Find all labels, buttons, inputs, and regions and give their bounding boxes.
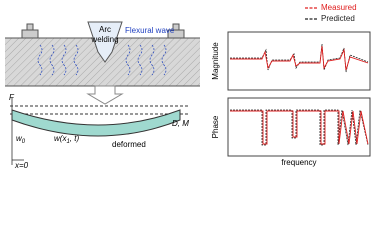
plot-frame (227, 97, 371, 157)
origin-label: x=0 (14, 161, 29, 170)
legend-label: Measured (321, 3, 357, 12)
welding-torch (87, 21, 123, 63)
arrow (86, 85, 124, 105)
measured-phase (230, 110, 369, 145)
sensor (167, 23, 185, 39)
arc-label: Arc (99, 25, 111, 34)
sensor (21, 23, 39, 39)
flexural-waves (37, 44, 167, 76)
y-axis-label: Magnitude (211, 42, 220, 80)
arc-label: welding (90, 35, 118, 44)
force-label: F (9, 93, 15, 102)
predicted-magnitude (230, 43, 369, 73)
measured-magnitude (230, 45, 369, 71)
plot-frame (227, 31, 371, 91)
beam-diagram: F D, M w0 w(x1, t) deformed x=0 (9, 93, 190, 170)
deformed-beam (11, 109, 181, 137)
predicted-phase (230, 109, 369, 146)
plate-diagram: Arc welding Flexural wave (5, 21, 200, 105)
legend: Measured Predicted (305, 3, 357, 23)
wx-label: w(x1, t) (54, 134, 79, 144)
flexural-wave-label: Flexural wave (125, 26, 175, 35)
y-axis-label: Phase (211, 115, 220, 138)
dm-label: D, M (172, 119, 189, 128)
x-axis-label: frequency (281, 158, 316, 167)
plots: Measured Predicted Magnitude Phase freque… (211, 3, 371, 167)
legend-label: Predicted (321, 14, 355, 23)
figure: Arc welding Flexural wave F D, M w0 w(x1… (5, 3, 371, 170)
deformed-label: deformed (112, 140, 146, 149)
w0-label: w0 (16, 134, 26, 144)
